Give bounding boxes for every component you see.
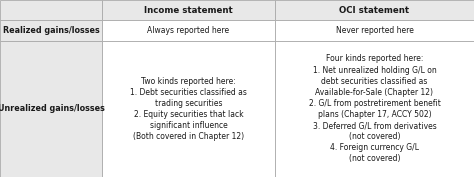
- Bar: [102, 41, 275, 177]
- Bar: [102, 0, 275, 20]
- Bar: [0, 0, 102, 20]
- Text: Unrealized gains/losses: Unrealized gains/losses: [0, 104, 104, 113]
- Bar: [0, 20, 102, 41]
- Text: Realized gains/losses: Realized gains/losses: [2, 26, 100, 35]
- Bar: [102, 20, 275, 41]
- Text: OCI statement: OCI statement: [339, 6, 410, 15]
- Text: Always reported here: Always reported here: [147, 26, 229, 35]
- Bar: [275, 20, 474, 41]
- Text: Income statement: Income statement: [144, 6, 233, 15]
- Text: Four kinds reported here:
1. Net unrealized holding G/L on
debt securities class: Four kinds reported here: 1. Net unreali…: [309, 54, 440, 163]
- Bar: [275, 41, 474, 177]
- Bar: [275, 0, 474, 20]
- Text: Never reported here: Never reported here: [336, 26, 413, 35]
- Bar: [0, 41, 102, 177]
- Text: Two kinds reported here:
1. Debt securities classified as
trading securities
2. : Two kinds reported here: 1. Debt securit…: [130, 77, 247, 141]
